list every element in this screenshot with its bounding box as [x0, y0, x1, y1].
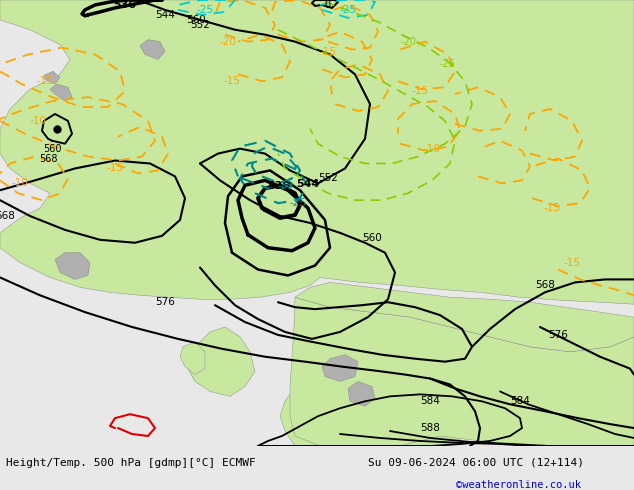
Polygon shape	[322, 355, 358, 382]
Text: Su 09-06-2024 06:00 UTC (12+114): Su 09-06-2024 06:00 UTC (12+114)	[368, 458, 584, 467]
Text: 536: 536	[268, 181, 290, 191]
Text: -20: -20	[400, 37, 416, 47]
Text: -15: -15	[224, 76, 240, 86]
Text: 536: 536	[113, 0, 136, 10]
Text: -10: -10	[424, 144, 441, 154]
Text: -15: -15	[37, 76, 53, 86]
Text: 560: 560	[186, 15, 206, 25]
Text: -15: -15	[107, 164, 124, 173]
Text: -25: -25	[197, 5, 214, 15]
Polygon shape	[348, 382, 375, 406]
Polygon shape	[44, 72, 60, 84]
Text: 568: 568	[39, 153, 57, 164]
Polygon shape	[50, 84, 72, 101]
Text: -25: -25	[290, 198, 306, 208]
Text: 560: 560	[42, 144, 61, 154]
Text: 0: 0	[324, 0, 330, 10]
Text: 552: 552	[318, 173, 338, 183]
Text: 552: 552	[190, 20, 210, 30]
Text: 576: 576	[155, 297, 175, 307]
Text: 584: 584	[420, 396, 440, 406]
Polygon shape	[180, 342, 205, 374]
Text: 576: 576	[548, 330, 568, 340]
Text: 584: 584	[510, 396, 530, 406]
Text: 544: 544	[296, 179, 320, 189]
Text: 560: 560	[362, 233, 382, 243]
Text: -30: -30	[277, 181, 293, 191]
Text: -25: -25	[440, 59, 456, 70]
Text: -15: -15	[411, 86, 429, 96]
Text: -15: -15	[564, 258, 581, 268]
Text: -15: -15	[320, 47, 337, 56]
Text: -20: -20	[219, 37, 236, 47]
Text: -10: -10	[30, 116, 46, 126]
Text: -25: -25	[339, 5, 356, 15]
Text: 544: 544	[155, 10, 175, 20]
Text: 568: 568	[535, 280, 555, 291]
Polygon shape	[140, 40, 165, 59]
Polygon shape	[400, 367, 490, 446]
Text: 568: 568	[0, 211, 15, 221]
Polygon shape	[280, 342, 410, 446]
Polygon shape	[295, 282, 634, 352]
Text: 588: 588	[420, 423, 440, 433]
Polygon shape	[188, 327, 255, 396]
Polygon shape	[290, 297, 634, 446]
Text: -15: -15	[543, 203, 560, 213]
Text: Height/Temp. 500 hPa [gdmp][°C] ECMWF: Height/Temp. 500 hPa [gdmp][°C] ECMWF	[6, 458, 256, 467]
Polygon shape	[0, 0, 634, 304]
Text: -10: -10	[11, 178, 29, 188]
Polygon shape	[55, 253, 90, 279]
Text: ©weatheronline.co.uk: ©weatheronline.co.uk	[456, 480, 581, 490]
Polygon shape	[183, 79, 315, 183]
